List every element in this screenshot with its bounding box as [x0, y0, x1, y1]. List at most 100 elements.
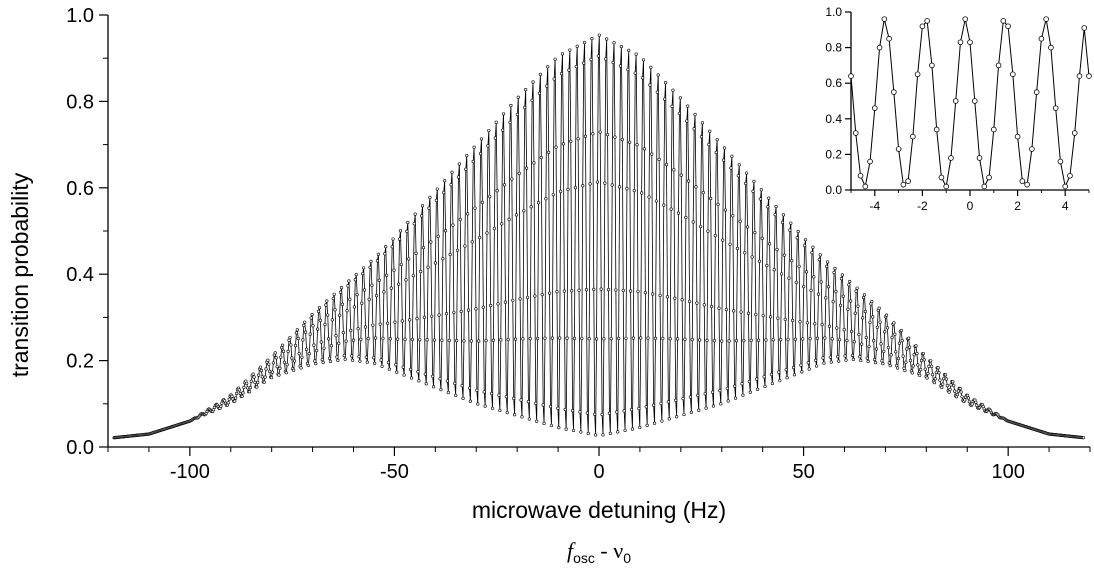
fringe-point [471, 159, 475, 164]
fringe-point [533, 294, 537, 298]
fringe-point [423, 372, 427, 376]
fringe-point [747, 379, 751, 384]
fringe-point [652, 421, 657, 425]
fringe-point [613, 135, 617, 139]
fringe-point [853, 311, 857, 315]
fringe-point [847, 283, 851, 287]
inset-point [862, 183, 869, 190]
fringe-point [941, 382, 945, 386]
fringe-point [619, 44, 624, 49]
fringe-point [328, 359, 333, 364]
fringe-point [726, 399, 730, 403]
fringe-point [694, 185, 698, 189]
fringe-point [614, 288, 618, 292]
fringe-point [350, 354, 354, 358]
fringe-point [921, 351, 925, 356]
f-osc-subscript: osc [573, 550, 595, 566]
fringe-point [818, 253, 822, 257]
fringe-point [787, 276, 791, 280]
fringe-point [330, 318, 334, 322]
fringe-point [733, 384, 737, 388]
fringe-point [974, 400, 978, 404]
fringe-point [359, 337, 363, 342]
inset-point [957, 39, 964, 46]
fringe-point [751, 189, 755, 193]
fringe-point [814, 364, 819, 368]
fringe-point [418, 338, 422, 342]
fringe-point [576, 137, 580, 141]
fringe-point [312, 343, 316, 347]
fringe-point [507, 217, 511, 221]
fringe-point [830, 337, 834, 341]
fringe-point [242, 385, 246, 389]
fringe-point [951, 380, 955, 384]
fringe-point [258, 365, 263, 369]
fringe-point [649, 65, 653, 70]
fringe-point [400, 319, 404, 323]
fringe-point [673, 296, 677, 300]
fringe-point [729, 166, 733, 170]
fringe-point [841, 294, 845, 298]
fringe-point [915, 351, 919, 356]
fringe-point [862, 293, 867, 297]
fringe-point [472, 145, 476, 149]
fringe-point [727, 339, 731, 343]
fringe-point [783, 317, 787, 321]
fringe-point [491, 338, 496, 342]
fringe-point [680, 298, 684, 302]
fringe-point [911, 364, 915, 368]
fringe-point [309, 316, 313, 320]
fringe-point [449, 183, 453, 187]
fringe-point [669, 207, 673, 211]
fringe-point [387, 367, 392, 371]
fringe-point [580, 336, 584, 341]
inset-point [1024, 181, 1030, 188]
fringe-point [537, 91, 542, 95]
fringe-point [340, 302, 345, 306]
fringe-point [377, 278, 381, 282]
inset-point [1048, 44, 1054, 51]
fringe-point [795, 236, 799, 240]
fringe-point [520, 415, 524, 419]
fringe-point [770, 381, 774, 386]
fringe-point [767, 196, 771, 200]
fringe-point [601, 433, 605, 437]
fringe-point [467, 386, 472, 390]
fringe-point [919, 358, 924, 363]
fringe-point [625, 187, 629, 191]
fringe-point [791, 365, 796, 370]
fringe-point [572, 336, 577, 340]
fringe-point [554, 145, 558, 149]
fringe-point [433, 261, 438, 265]
fringe-point [714, 150, 718, 154]
fringe-point [929, 359, 933, 363]
fringe-point [849, 329, 854, 334]
fringe-point [810, 251, 814, 255]
fringe-point [692, 127, 696, 131]
fringe-point [872, 357, 877, 362]
fringe-point [764, 338, 768, 342]
fringe-point [401, 365, 405, 369]
fringe-point [895, 366, 900, 370]
fringe-point [478, 235, 482, 240]
fringe-point [260, 375, 264, 379]
fringe-point [350, 358, 355, 362]
fringe-point [489, 303, 493, 308]
fringe-point [302, 323, 306, 328]
fringe-point [337, 341, 341, 345]
fringe-point [501, 128, 505, 132]
fringe-point [531, 80, 535, 84]
fringe-point [484, 339, 488, 343]
fringe-point [631, 336, 635, 340]
fringe-point [266, 358, 270, 362]
fringe-point [570, 289, 574, 293]
inset-point [933, 126, 940, 133]
fringe-point [327, 337, 331, 341]
x-axis-label: microwave detuning (Hz) [472, 497, 726, 523]
fringe-point [380, 364, 384, 368]
fringe-point [633, 71, 637, 75]
fringe-point [879, 342, 883, 346]
fringe-point [237, 388, 241, 392]
fringe-point [893, 332, 897, 336]
